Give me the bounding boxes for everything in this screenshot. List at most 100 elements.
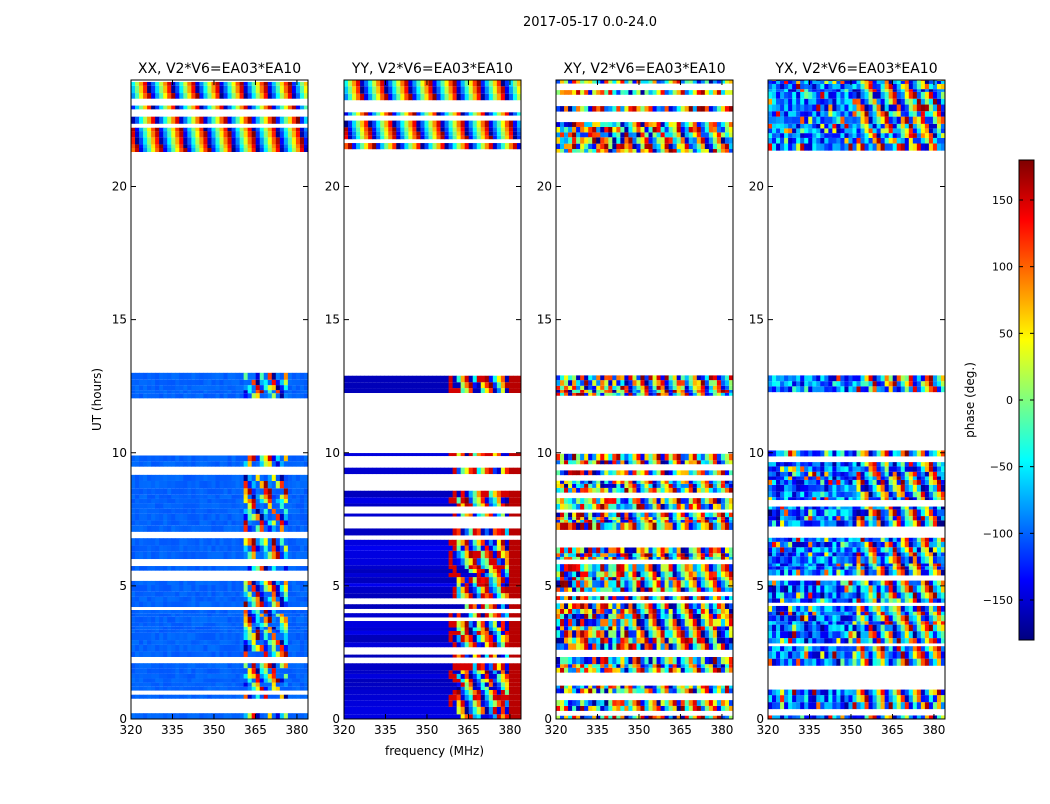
heatmap-cell: [131, 461, 135, 467]
heatmap-cell: [497, 514, 501, 517]
heatmap-cell: [469, 80, 473, 86]
heatmap-cell: [300, 380, 304, 385]
heatmap-cell: [717, 668, 721, 673]
heatmap-cell: [717, 706, 721, 711]
heatmap-cell: [139, 481, 143, 488]
heatmap-cell: [139, 546, 143, 552]
heatmap-cell: [236, 144, 240, 148]
heatmap-cell: [248, 481, 252, 488]
heatmap-cell: [433, 569, 437, 573]
heatmap-cell: [433, 468, 437, 474]
heatmap-cell: [493, 528, 497, 535]
heatmap-cell: [240, 455, 244, 461]
heatmap-cell: [477, 540, 481, 546]
heatmap-cell: [211, 679, 215, 683]
heatmap-cell: [372, 569, 376, 573]
heatmap-cell: [400, 587, 404, 593]
heatmap-cell: [159, 128, 163, 131]
heatmap-cell: [248, 640, 252, 645]
heatmap-cell: [167, 695, 171, 699]
heatmap-cell: [236, 610, 240, 614]
heatmap-cell: [159, 640, 163, 645]
heatmap-cell: [292, 503, 296, 509]
heatmap-cell: [400, 642, 404, 647]
heatmap-cell: [220, 380, 224, 385]
heatmap-cell: [131, 514, 135, 521]
heatmap-cell: [501, 642, 505, 647]
heatmap-cell: [473, 86, 477, 93]
heatmap-cell: [203, 546, 207, 552]
heatmap-cell: [428, 388, 432, 393]
heatmap-cell: [408, 569, 412, 573]
heatmap-cell: [412, 376, 416, 382]
heatmap-cell: [473, 642, 477, 647]
heatmap-row: [344, 670, 521, 674]
heatmap-cell: [376, 621, 380, 627]
heatmap-cell: [191, 640, 195, 645]
heatmap-cell: [681, 700, 685, 706]
heatmap-cell: [175, 455, 179, 461]
heatmap-cell: [457, 695, 461, 701]
heatmap-cell: [481, 593, 485, 598]
heatmap-cell: [356, 707, 360, 714]
heatmap-cell: [203, 520, 207, 525]
heatmap-cell: [485, 127, 489, 131]
heatmap-cell: [203, 499, 207, 503]
heatmap-cell: [360, 621, 364, 627]
heatmap-cell: [248, 581, 252, 585]
heatmap-cell: [437, 573, 441, 577]
heatmap-cell: [449, 132, 453, 136]
heatmap-cell: [485, 136, 489, 139]
heatmap-cell: [441, 86, 445, 93]
heatmap-cell: [457, 569, 461, 573]
heatmap-row: [131, 393, 308, 398]
heatmap-cell: [276, 617, 280, 623]
heatmap-cell: [163, 633, 167, 640]
heatmap-cell: [187, 455, 191, 461]
heatmap-cell: [280, 713, 284, 719]
heatmap-cell: [143, 475, 147, 481]
heatmap-cell: [211, 617, 215, 623]
heatmap-cell: [424, 540, 428, 546]
heatmap-cell: [501, 700, 505, 707]
heatmap-cell: [624, 700, 628, 706]
heatmap-cell: [360, 682, 364, 686]
heatmap-cell: [260, 566, 264, 571]
heatmap-cell: [505, 587, 509, 593]
heatmap-cell: [465, 635, 469, 642]
heatmap-cell: [412, 690, 416, 695]
heatmap-cell: [497, 497, 501, 503]
heatmap-cell: [131, 131, 135, 137]
heatmap-cell: [151, 86, 155, 93]
heatmap-cell: [388, 569, 392, 573]
heatmap-cell: [489, 695, 493, 701]
heatmap-cell: [232, 592, 236, 597]
heatmap-cell: [469, 627, 473, 631]
heatmap-cell: [380, 468, 384, 474]
heatmap-row: [344, 613, 521, 617]
heatmap-cell: [505, 690, 509, 695]
heatmap-cell: [151, 538, 155, 545]
heatmap-cell: [300, 695, 304, 699]
heatmap-cell: [493, 382, 497, 388]
heatmap-cell: [433, 613, 437, 617]
heatmap-cell: [135, 674, 139, 679]
heatmap-cell: [272, 627, 276, 630]
heatmap-row: [344, 136, 521, 139]
heatmap-cell: [191, 546, 195, 552]
heatmap-cell: [465, 491, 469, 498]
heatmap-cell: [368, 604, 372, 609]
heatmap-cell: [272, 602, 276, 607]
heatmap-cell: [461, 86, 465, 93]
heatmap-cell: [428, 112, 432, 115]
heatmap-cell: [167, 144, 171, 148]
heatmap-cell: [155, 461, 159, 467]
heatmap-cell: [203, 538, 207, 545]
heatmap-cell: [187, 86, 191, 93]
heatmap-cell: [232, 520, 236, 525]
heatmap-cell: [248, 82, 252, 86]
heatmap-cell: [388, 503, 392, 506]
heatmap-cell: [348, 453, 352, 456]
heatmap-cell: [211, 546, 215, 552]
